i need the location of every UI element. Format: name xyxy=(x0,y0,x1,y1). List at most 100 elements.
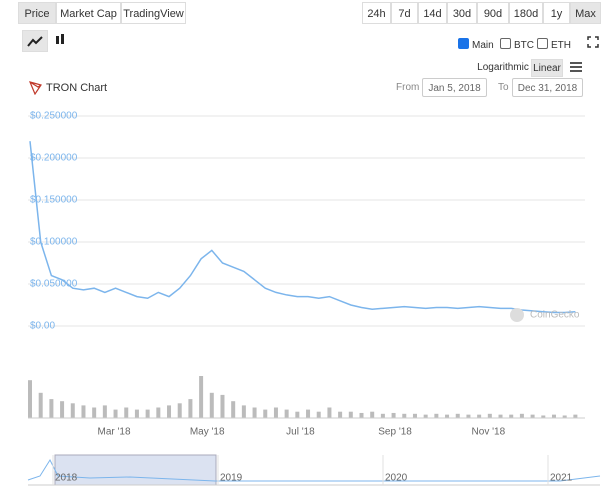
volume-bar xyxy=(28,380,32,418)
volume-bar xyxy=(434,413,439,418)
option[interactable]: Main xyxy=(458,38,494,52)
watermark-logo xyxy=(510,308,524,322)
volume-bar xyxy=(81,405,86,418)
range-button[interactable]: 7d xyxy=(391,2,418,24)
y-tick-label: $0.00 xyxy=(30,321,55,332)
navigator-label: 2021 xyxy=(550,473,573,484)
volume-bar xyxy=(466,414,471,418)
x-tick-label: Sep '18 xyxy=(378,427,412,438)
volume-bar xyxy=(519,413,524,418)
volume-bar xyxy=(573,414,578,418)
y-tick-label: $0.100000 xyxy=(30,237,78,248)
volume-bar xyxy=(295,411,300,418)
volume-bar xyxy=(455,413,460,418)
watermark: CoinGecko xyxy=(530,310,580,321)
range-button[interactable]: Max xyxy=(570,2,601,24)
from-input[interactable]: Jan 5, 2018 xyxy=(422,78,487,97)
scale-button[interactable]: Logarithmic xyxy=(476,59,530,77)
checkbox[interactable] xyxy=(458,38,469,49)
y-tick-label: $0.050000 xyxy=(30,279,78,290)
volume-bar xyxy=(562,415,567,418)
range-button[interactable]: 30d xyxy=(447,2,477,24)
volume-bar xyxy=(306,409,311,418)
y-tick-label: $0.150000 xyxy=(30,195,78,206)
range-button[interactable]: 1y xyxy=(543,2,570,24)
volume-bar xyxy=(359,412,364,418)
volume-bar xyxy=(60,401,65,418)
range-button[interactable]: 24h xyxy=(362,2,391,24)
tab[interactable]: Price xyxy=(18,2,56,24)
candle-chart-button[interactable] xyxy=(48,30,72,52)
volume-bar xyxy=(124,407,129,418)
volume-bar xyxy=(423,414,428,418)
line-chart-button[interactable] xyxy=(22,30,48,52)
y-tick-label: $0.250000 xyxy=(30,111,78,122)
range-button[interactable]: 180d xyxy=(509,2,543,24)
navigator-label: 2019 xyxy=(220,473,243,484)
checkbox[interactable] xyxy=(500,38,511,49)
navigator-selection[interactable] xyxy=(54,454,217,486)
option-label: Main xyxy=(472,40,494,51)
volume-bar xyxy=(49,399,54,418)
option[interactable]: BTC xyxy=(500,38,534,52)
tab[interactable]: TradingView xyxy=(121,2,186,24)
to-label: To xyxy=(498,82,509,93)
menu-icon[interactable] xyxy=(569,61,583,73)
volume-bar xyxy=(338,411,343,418)
range-button[interactable]: 90d xyxy=(477,2,509,24)
x-tick-label: Nov '18 xyxy=(472,427,506,438)
volume-bar xyxy=(445,414,450,418)
volume-bar xyxy=(134,409,139,418)
volume-bar xyxy=(273,407,278,418)
volume-bar xyxy=(530,414,535,418)
volume-bar xyxy=(348,411,353,418)
volume-bar xyxy=(188,399,193,418)
tron-logo xyxy=(29,81,42,95)
range-button[interactable]: 14d xyxy=(418,2,447,24)
volume-bar xyxy=(145,409,150,418)
volume-bar xyxy=(498,414,503,418)
option-label: BTC xyxy=(514,40,534,51)
candle-icon xyxy=(56,34,64,44)
volume-bar xyxy=(402,413,407,418)
option-label: ETH xyxy=(551,40,571,51)
volume-bar xyxy=(177,403,182,418)
volume-bar xyxy=(167,405,172,418)
x-tick-label: May '18 xyxy=(190,427,225,438)
price-line xyxy=(29,141,576,314)
x-tick-label: Mar '18 xyxy=(98,427,131,438)
y-tick-label: $0.200000 xyxy=(30,153,78,164)
volume-bar xyxy=(252,407,257,418)
volume-bar xyxy=(412,413,417,418)
volume-bar xyxy=(199,376,204,418)
option[interactable]: ETH xyxy=(537,38,571,52)
volume-bar xyxy=(370,411,375,418)
volume-bar xyxy=(487,413,492,418)
volume-bar xyxy=(327,407,332,418)
to-input[interactable]: Dec 31, 2018 xyxy=(512,78,583,97)
from-label: From xyxy=(396,82,420,93)
checkbox[interactable] xyxy=(537,38,548,49)
expand-icon[interactable] xyxy=(586,35,600,49)
volume-bar xyxy=(70,403,75,418)
volume-bar xyxy=(102,405,107,418)
line-icon xyxy=(27,36,43,47)
navigator-label: 2020 xyxy=(385,473,408,484)
volume-bar xyxy=(316,411,321,418)
volume-bar xyxy=(113,409,118,418)
tab[interactable]: Market Cap xyxy=(56,2,121,24)
chart-title: TRON Chart xyxy=(46,82,108,94)
scale-button[interactable]: Linear xyxy=(531,59,563,77)
volume-bar xyxy=(391,412,396,418)
volume-bar xyxy=(263,409,268,418)
volume-bar xyxy=(284,409,289,418)
volume-bar xyxy=(231,401,236,418)
volume-bar xyxy=(477,414,482,418)
x-tick-label: Jul '18 xyxy=(286,427,315,438)
volume-bar xyxy=(551,414,556,418)
volume-bar xyxy=(509,414,514,418)
volume-bar xyxy=(241,405,246,418)
volume-bar xyxy=(209,392,214,418)
